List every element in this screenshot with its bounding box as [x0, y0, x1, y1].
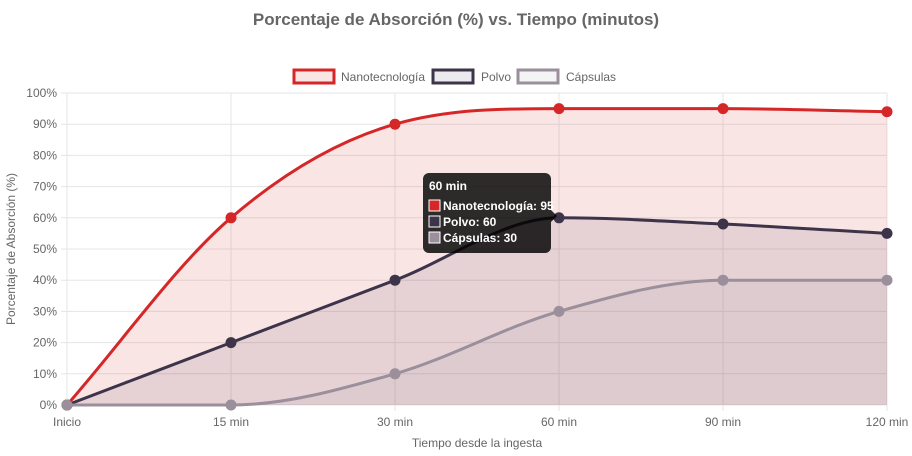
- tooltip: 60 min Nanotecnología: 95 Polvo: 60 Cápsula…: [423, 173, 557, 253]
- data-point-polvo[interactable]: [389, 274, 401, 286]
- legend[interactable]: Nanotecnología Polvo Cápsulas: [292, 68, 616, 85]
- legend-item-nanotecnologia[interactable]: Nanotecnología: [292, 68, 425, 85]
- y-tick-label: 80%: [33, 148, 57, 162]
- tooltip-swatch: [428, 231, 441, 244]
- data-point-nanotecnologia[interactable]: [881, 106, 893, 118]
- data-point-capsulas[interactable]: [553, 305, 565, 317]
- data-point-capsulas[interactable]: [717, 274, 729, 286]
- x-tick-label: 60 min: [541, 415, 577, 429]
- legend-swatch: [431, 68, 475, 85]
- y-tick-label: 20%: [33, 336, 57, 350]
- y-axis-ticks: 0% 10% 20% 30% 40% 50% 60% 70% 80% 90% 100%: [26, 86, 57, 412]
- tooltip-swatch: [428, 199, 441, 212]
- y-tick-label: 70%: [33, 180, 57, 194]
- x-tick-label: 90 min: [705, 415, 741, 429]
- y-tick-label: 50%: [33, 242, 57, 256]
- legend-label: Polvo: [481, 70, 511, 84]
- tooltip-line: Polvo: 60: [443, 215, 497, 229]
- series-line-nanotecnologia: [65, 107, 888, 406]
- data-point-polvo[interactable]: [717, 218, 729, 230]
- x-tick-label: 30 min: [377, 415, 413, 429]
- data-point-polvo[interactable]: [225, 337, 237, 349]
- data-point-nanotecnologia[interactable]: [717, 103, 729, 115]
- y-axis-label: Porcentaje de Absorción (%): [4, 173, 18, 325]
- data-point-polvo[interactable]: [553, 212, 565, 224]
- x-tick-label: Inicio: [53, 415, 81, 429]
- data-point-nanotecnologia[interactable]: [553, 103, 565, 115]
- data-point-capsulas[interactable]: [881, 274, 893, 286]
- area-fill-nanotecnologia: [67, 108, 887, 405]
- y-tick-label: 0%: [40, 398, 58, 412]
- area-fill-polvo: [67, 217, 887, 405]
- tooltip-line: Cápsulas: 30: [443, 231, 517, 245]
- data-point-nanotecnologia[interactable]: [389, 118, 401, 130]
- tooltip-swatch: [428, 215, 441, 228]
- legend-label: Cápsulas: [566, 70, 616, 84]
- y-tick-label: 100%: [26, 86, 57, 100]
- x-axis-label: Tiempo desde la ingesta: [412, 436, 543, 450]
- data-point-nanotecnologia[interactable]: [225, 212, 237, 224]
- y-tick-label: 40%: [33, 273, 57, 287]
- legend-swatch: [516, 68, 560, 85]
- data-point-capsulas[interactable]: [61, 399, 73, 411]
- legend-label: Nanotecnología: [341, 70, 425, 84]
- chart-title: Porcentaje de Absorción (%) vs. Tiempo (…: [253, 10, 659, 29]
- legend-swatch: [292, 68, 336, 85]
- data-point-polvo[interactable]: [881, 227, 893, 239]
- y-tick-label: 90%: [33, 117, 57, 131]
- tooltip-line: Nanotecnología: 95: [443, 199, 554, 213]
- y-tick-label: 30%: [33, 304, 57, 318]
- x-tick-label: 120 min: [866, 415, 909, 429]
- data-point-capsulas[interactable]: [225, 399, 237, 411]
- x-tick-label: 15 min: [213, 415, 249, 429]
- legend-item-polvo[interactable]: Polvo: [431, 68, 511, 85]
- tooltip-title: 60 min: [429, 179, 467, 193]
- tooltip-caret: [551, 210, 557, 222]
- data-point-capsulas[interactable]: [389, 368, 401, 380]
- tooltip-box: [423, 173, 551, 253]
- series-line-capsulas: [67, 278, 887, 407]
- x-axis-ticks: Inicio 15 min 30 min 60 min 90 min 120 min: [53, 415, 908, 429]
- data-points[interactable]: [61, 103, 893, 411]
- y-tick-label: 60%: [33, 211, 57, 225]
- legend-item-capsulas[interactable]: Cápsulas: [516, 68, 616, 85]
- y-tick-label: 10%: [33, 367, 57, 381]
